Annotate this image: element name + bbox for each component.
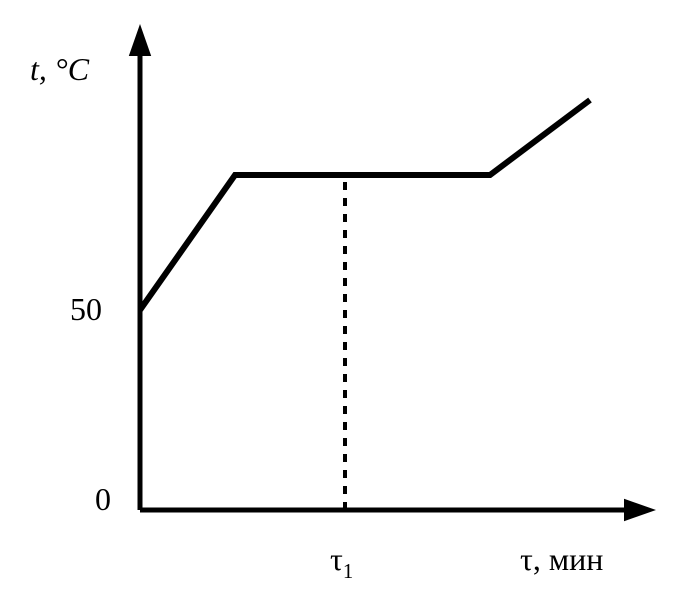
x-axis-label: τ, мин bbox=[520, 541, 603, 577]
y-axis-label: t, °C bbox=[30, 51, 90, 87]
y-tick-0: 0 bbox=[95, 481, 111, 517]
temperature-time-chart: t, °C τ, мин 0 50 τ1 bbox=[0, 0, 694, 601]
y-tick-50: 50 bbox=[70, 291, 102, 327]
